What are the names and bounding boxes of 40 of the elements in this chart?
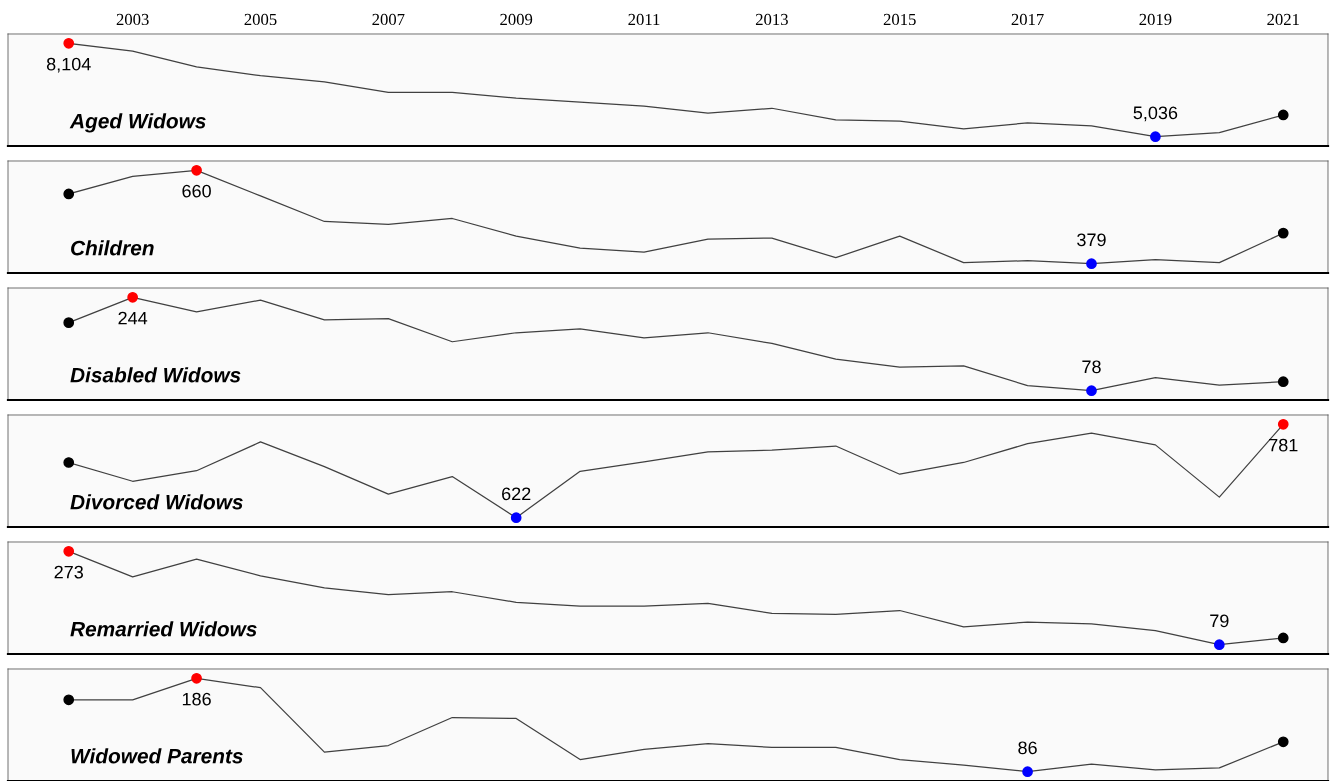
x-tick-label: 2003 [116,13,149,26]
data-label: 5,036 [1133,106,1178,122]
data-label: 379 [1077,233,1106,247]
data-label: 273 [54,565,83,579]
data-label: 660 [182,184,211,198]
data-label: 186 [182,692,211,706]
data-label: 78 [1082,360,1101,374]
point [1022,766,1033,778]
point [63,694,75,706]
point [191,672,202,684]
data-label: 86 [1018,741,1037,755]
text: Remarried Widows [70,621,257,637]
point [1277,736,1289,748]
point [1277,227,1289,239]
data-label: 622 [502,487,531,501]
x-tick-label: 2019 [1139,13,1172,26]
data-label: 8,104 [46,57,91,73]
x-tick-label: 2021 [1267,13,1299,26]
text: Divorced Widows [70,494,243,510]
text: Disabled Widows [70,367,241,383]
point [1086,385,1097,397]
text: Children [71,240,154,256]
text: Widowed Parents [71,748,243,764]
x-tick-label: 2017 [1011,13,1044,26]
point [191,164,202,176]
x-tick-label: 2011 [628,13,660,26]
x-tick-label: 2013 [755,13,788,26]
point [1277,376,1289,388]
text: Aged Widows [69,113,206,133]
point [63,188,75,200]
x-tick-label: 2009 [500,13,533,26]
point [127,291,139,303]
point [1086,258,1097,270]
point [63,317,75,328]
data-label: 79 [1210,614,1229,628]
x-tick-label: 2007 [372,13,405,26]
x-tick-label: 2005 [244,13,277,26]
data-label: 244 [118,311,148,325]
data-label: 781 [1269,438,1298,452]
x-tick-label: 2015 [883,13,916,26]
